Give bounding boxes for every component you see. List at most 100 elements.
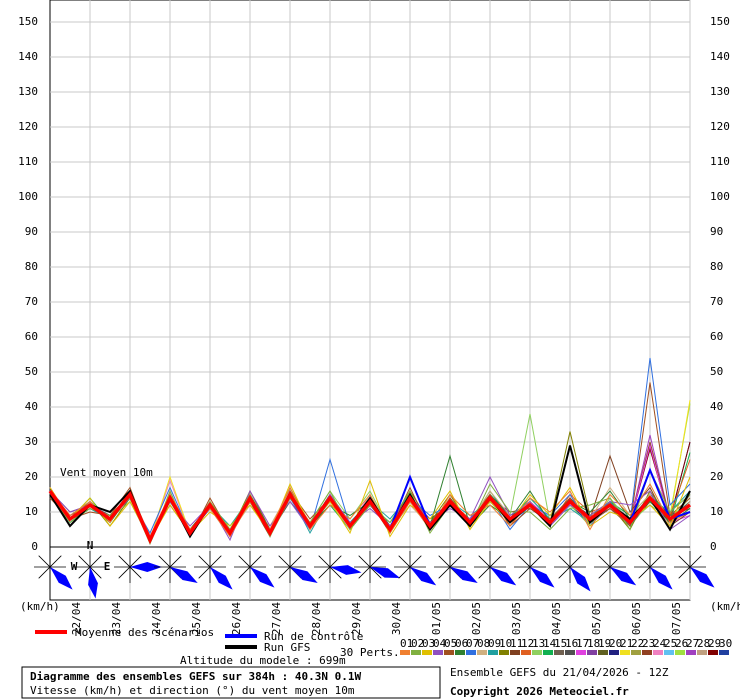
legend-label: 03 xyxy=(422,637,435,650)
legend-swatch xyxy=(543,650,553,655)
y-tick-label: 10 xyxy=(25,505,38,518)
chart-subtitle: Vitesse (km/h) et direction (°) du vent … xyxy=(30,684,355,697)
legend-label: 02 xyxy=(411,637,424,650)
legend-label: 22 xyxy=(631,637,644,650)
legend-swatch xyxy=(609,650,619,655)
legend-label: 18 xyxy=(587,637,600,650)
legend-label: 25 xyxy=(664,637,677,650)
run-info: Ensemble GEFS du 21/04/2026 - 12Z xyxy=(450,666,669,679)
legend-swatch xyxy=(532,650,542,655)
x-tick-label: 30/04 xyxy=(390,602,403,635)
y-tick-label: 130 xyxy=(18,85,38,98)
legend-swatch xyxy=(708,650,718,655)
wind-arrow xyxy=(610,567,637,586)
y-tick-label: 20 xyxy=(25,470,38,483)
legend-swatch xyxy=(686,650,696,655)
y-tick-label: 0 xyxy=(710,540,717,553)
x-tick-label: 24/04 xyxy=(150,602,163,635)
legend-label: 13 xyxy=(532,637,545,650)
legend-swatch xyxy=(455,650,465,655)
legend-swatch xyxy=(565,650,575,655)
wind-arrow xyxy=(330,565,362,575)
legend-label: 12 xyxy=(521,637,534,650)
y-tick-label: 90 xyxy=(710,225,723,238)
legend-label: Run de contrôle xyxy=(264,630,363,643)
x-tick-label: 06/05 xyxy=(630,602,643,635)
y-tick-label: 10 xyxy=(710,505,723,518)
y-tick-label: 140 xyxy=(18,50,38,63)
compass-label: E xyxy=(104,560,111,573)
legend-label: 05 xyxy=(444,637,457,650)
legend-swatch xyxy=(510,650,520,655)
x-tick-label: 07/05 xyxy=(670,602,683,635)
y-tick-label: 70 xyxy=(710,295,723,308)
x-tick-label: 02/05 xyxy=(470,602,483,635)
legend-label: 04 xyxy=(433,637,447,650)
legend-swatch xyxy=(488,650,498,655)
y-tick-label: 30 xyxy=(710,435,723,448)
info-box xyxy=(21,666,441,699)
wind-arrow xyxy=(490,567,517,586)
legend-label: Run GFS xyxy=(264,641,310,654)
wind-arrow xyxy=(690,567,715,588)
mean-line xyxy=(48,489,692,545)
y-tick-label: 40 xyxy=(25,400,38,413)
wind-arrow xyxy=(290,567,318,583)
legend-swatch xyxy=(719,650,729,655)
legend-label: 11 xyxy=(510,637,523,650)
legend-label: 06 xyxy=(455,637,468,650)
legend-swatch xyxy=(466,650,476,655)
x-tick-label: 22/04 xyxy=(70,602,83,635)
legend-label: 27 xyxy=(686,637,699,650)
legend-label: 20 xyxy=(609,637,622,650)
y-tick-label: 30 xyxy=(25,435,38,448)
legend-swatch xyxy=(576,650,586,655)
y-tick-label: 0 xyxy=(31,540,38,553)
legend-label: 16 xyxy=(565,637,578,650)
y-tick-label: 120 xyxy=(18,120,38,133)
y-tick-label: 70 xyxy=(25,295,38,308)
legend-label: 19 xyxy=(598,637,611,650)
legend-swatch xyxy=(411,650,421,655)
y-tick-label: 150 xyxy=(18,15,38,28)
compass-label: W xyxy=(71,560,78,573)
wind-arrow xyxy=(170,567,198,583)
perturbations-label: 30 Perts. xyxy=(340,646,400,659)
legend-label: 14 xyxy=(543,637,557,650)
legend-swatch xyxy=(400,650,410,655)
legend-swatch xyxy=(587,650,597,655)
x-tick-label: 01/05 xyxy=(430,602,443,635)
legend-swatch xyxy=(620,650,630,655)
y-axis-label: (km/h) xyxy=(20,600,60,613)
legend-swatch xyxy=(554,650,564,655)
x-tick-label: 28/04 xyxy=(310,602,323,635)
legend-swatch xyxy=(653,650,663,655)
x-tick-label: 03/05 xyxy=(510,602,523,635)
legend-swatch xyxy=(521,650,531,655)
legend-label: 15 xyxy=(554,637,567,650)
x-tick-label: 27/04 xyxy=(270,602,283,635)
legend-label: 24 xyxy=(653,637,667,650)
copyright: Copyright 2026 Meteociel.fr xyxy=(450,685,629,698)
legend-swatch xyxy=(598,650,608,655)
y-tick-label: 50 xyxy=(25,365,38,378)
legend-swatch xyxy=(631,650,641,655)
legend-label: 10 xyxy=(499,637,512,650)
y-tick-label: 20 xyxy=(710,470,723,483)
legend-label: 07 xyxy=(466,637,479,650)
wind-arrow xyxy=(88,567,98,599)
legend-swatch xyxy=(664,650,674,655)
y-tick-label: 110 xyxy=(710,155,730,168)
x-tick-label: 26/04 xyxy=(230,602,243,635)
wind-arrow xyxy=(250,567,275,588)
legend-label: Moyenne des scénarios xyxy=(75,626,214,639)
y-tick-label: 120 xyxy=(710,120,730,133)
legend-label: 23 xyxy=(642,637,655,650)
wind-arrow xyxy=(570,567,591,592)
wind-arrow xyxy=(50,567,73,590)
y-tick-label: 40 xyxy=(710,400,723,413)
wind-arrow xyxy=(530,567,555,588)
wind-arrow xyxy=(410,567,437,586)
wind-arrow xyxy=(370,567,401,578)
